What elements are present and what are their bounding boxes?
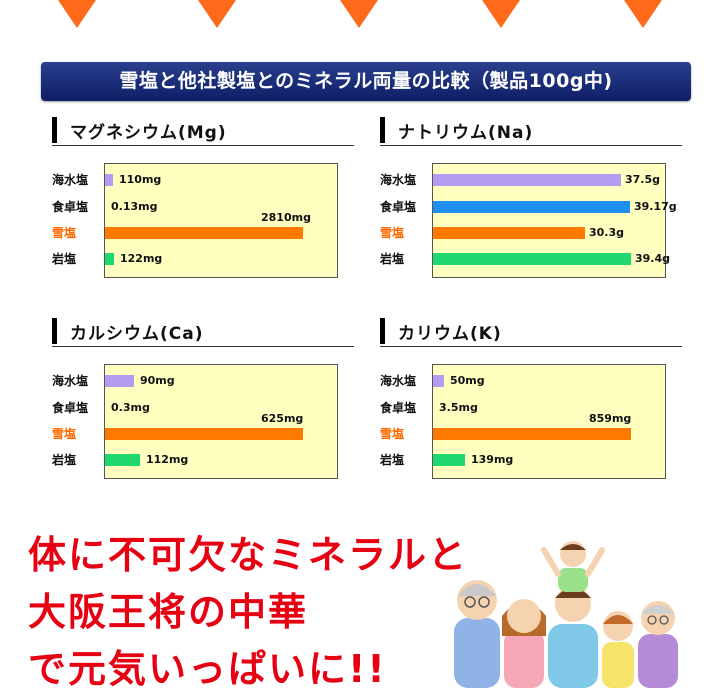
value-label: 0.13mg: [111, 200, 158, 213]
value-bar: [433, 253, 631, 265]
chart-area: [104, 163, 338, 278]
panel-title-bar: マグネシウム(Mg): [52, 115, 354, 146]
value-label: 625mg: [261, 412, 304, 425]
row-label: 岩塩: [52, 453, 77, 467]
title-marker: [380, 117, 385, 143]
value-label: 30.3g: [589, 226, 625, 239]
value-label: 110mg: [119, 173, 162, 186]
down-arrow-icon: [482, 0, 520, 28]
panel-title-bar: カルシウム(Ca): [52, 316, 354, 347]
slogan-line-1: 体に不可欠なミネラルと: [28, 533, 469, 577]
panel-title: ナトリウム(Na): [398, 123, 534, 143]
value-label: 50mg: [450, 374, 485, 387]
row-label: 海水塩: [380, 173, 417, 187]
chart-area: [432, 364, 666, 479]
value-bar: [433, 201, 630, 213]
value-bar: [433, 375, 444, 387]
value-bar: [433, 174, 621, 186]
mineral-panel-magnesium: マグネシウム(Mg) 海水塩 110mg 食卓塩 0.13mg 雪塩 2810mg 岩塩 12…: [52, 115, 354, 290]
value-bar: [105, 227, 303, 239]
child-on-shoulders-figure: [541, 541, 605, 592]
row-label: 食卓塩: [52, 401, 89, 415]
value-bar: [105, 375, 134, 387]
value-bar: [105, 428, 303, 440]
mother-figure: [502, 599, 546, 688]
down-arrow-icon: [198, 0, 236, 28]
row-label: 雪塩: [52, 226, 77, 240]
grandfather-figure: [454, 580, 500, 688]
panel-title: マグネシウム(Mg): [70, 123, 227, 143]
row-label: 岩塩: [380, 453, 405, 467]
row-label: 海水塩: [380, 374, 417, 388]
value-label: 2810mg: [261, 211, 311, 224]
row-label: 雪塩: [52, 427, 77, 441]
value-label: 37.5g: [625, 173, 661, 186]
value-label: 39.4g: [635, 252, 671, 265]
value-bar: [105, 253, 114, 265]
value-label: 859mg: [589, 412, 632, 425]
value-bar: [433, 227, 585, 239]
title-marker: [52, 318, 57, 344]
row-label: 食卓塩: [52, 200, 89, 214]
value-bar: [433, 428, 631, 440]
mineral-panel-calcium: カルシウム(Ca) 海水塩 90mg 食卓塩 0.3mg 雪塩 625mg 岩塩 112mg: [52, 316, 354, 491]
girl-figure: [602, 611, 634, 688]
mineral-panel-sodium: ナトリウム(Na) 海水塩 37.5g 食卓塩 39.17g 雪塩 30.3g 岩塩 39.4…: [380, 115, 682, 290]
value-label: 0.3mg: [111, 401, 150, 414]
row-label: 食卓塩: [380, 401, 417, 415]
slogan-line-2: 大阪王将の中華: [28, 590, 309, 634]
title-marker: [380, 318, 385, 344]
value-label: 139mg: [471, 453, 514, 466]
chart-area: [104, 364, 338, 479]
down-arrow-icon: [340, 0, 378, 28]
row-label: 食卓塩: [380, 200, 417, 214]
mineral-panel-potassium: カリウム(K) 海水塩 50mg 食卓塩 3.5mg 雪塩 859mg 岩塩 139mg: [380, 316, 682, 491]
row-label: 岩塩: [380, 252, 405, 266]
panel-title: カルシウム(Ca): [70, 324, 204, 344]
panel-title-bar: カリウム(K): [380, 316, 682, 347]
down-arrow-icon: [58, 0, 96, 28]
row-label: 岩塩: [52, 252, 77, 266]
value-label: 39.17g: [634, 200, 677, 213]
slogan-line-3: で元気いっぱいに!!: [28, 647, 387, 691]
row-label: 雪塩: [380, 226, 405, 240]
row-label: 海水塩: [52, 173, 89, 187]
down-arrow-icon: [624, 0, 662, 28]
panel-title-bar: ナトリウム(Na): [380, 115, 682, 146]
grandmother-figure: [638, 601, 678, 688]
family-illustration: [454, 541, 678, 688]
panel-title: カリウム(K): [398, 324, 502, 344]
father-figure: [548, 586, 598, 688]
value-bar: [105, 174, 113, 186]
row-label: 海水塩: [52, 374, 89, 388]
comparison-banner: 雪塩と他社製塩とのミネラル両量の比較（製品100g中): [41, 62, 691, 101]
value-label: 112mg: [146, 453, 189, 466]
value-label: 3.5mg: [439, 401, 478, 414]
value-bar: [105, 454, 140, 466]
title-marker: [52, 117, 57, 143]
value-bar: [433, 454, 465, 466]
value-label: 122mg: [120, 252, 163, 265]
row-label: 雪塩: [380, 427, 405, 441]
value-label: 90mg: [140, 374, 175, 387]
